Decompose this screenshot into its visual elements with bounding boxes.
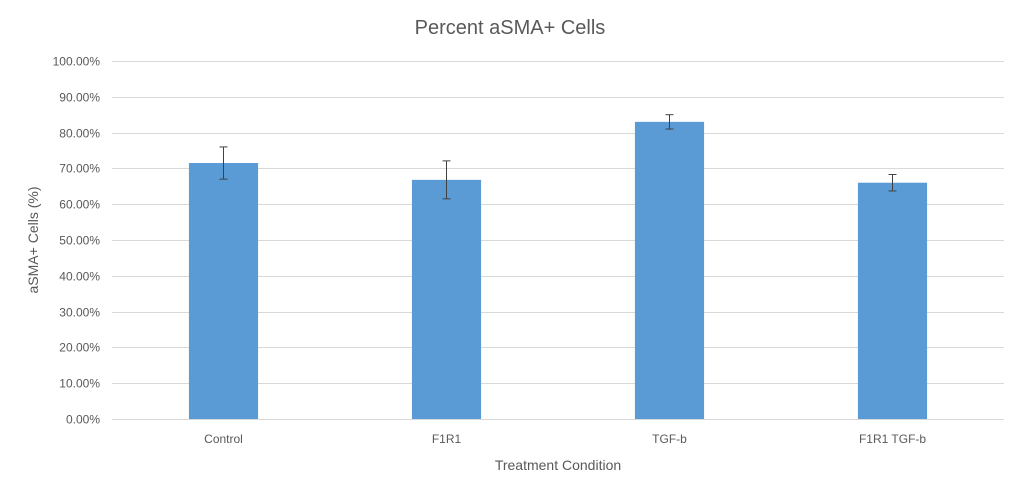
bar-f1r1 bbox=[411, 179, 482, 419]
error-bars bbox=[219, 114, 897, 200]
x-axis-title: Treatment Condition bbox=[495, 457, 621, 473]
y-tick-label: 40.00% bbox=[59, 270, 100, 284]
y-tick-label: 80.00% bbox=[59, 127, 100, 141]
y-axis-title: aSMA+ Cells (%) bbox=[25, 187, 41, 294]
bar-f1r1-tgf-b bbox=[857, 182, 928, 419]
x-tick-label: F1R1 bbox=[432, 432, 462, 446]
y-tick-label: 70.00% bbox=[59, 162, 100, 176]
y-tick-label: 50.00% bbox=[59, 234, 100, 248]
y-tick-label: 60.00% bbox=[59, 198, 100, 212]
y-tick-label: 90.00% bbox=[59, 91, 100, 105]
x-axis-ticks: Control F1R1 TGF-b F1R1 TGF-b bbox=[204, 432, 926, 446]
bar-control bbox=[188, 163, 259, 419]
y-axis-ticks: 0.00% 10.00% 20.00% 30.00% 40.00% 50.00% 60.00… bbox=[53, 55, 101, 427]
x-tick-label: Control bbox=[204, 432, 243, 446]
chart-title: Percent aSMA+ Cells bbox=[415, 17, 606, 39]
y-tick-label: 30.00% bbox=[59, 306, 100, 320]
gridlines bbox=[112, 61, 1004, 420]
y-tick-label: 0.00% bbox=[66, 413, 100, 427]
bar-tgf-b bbox=[634, 121, 705, 420]
y-tick-label: 100.00% bbox=[53, 55, 101, 69]
x-tick-label: F1R1 TGF-b bbox=[859, 432, 926, 446]
bars bbox=[188, 121, 928, 420]
x-tick-label: TGF-b bbox=[652, 432, 687, 446]
y-tick-label: 10.00% bbox=[59, 377, 100, 391]
y-tick-label: 20.00% bbox=[59, 341, 100, 355]
